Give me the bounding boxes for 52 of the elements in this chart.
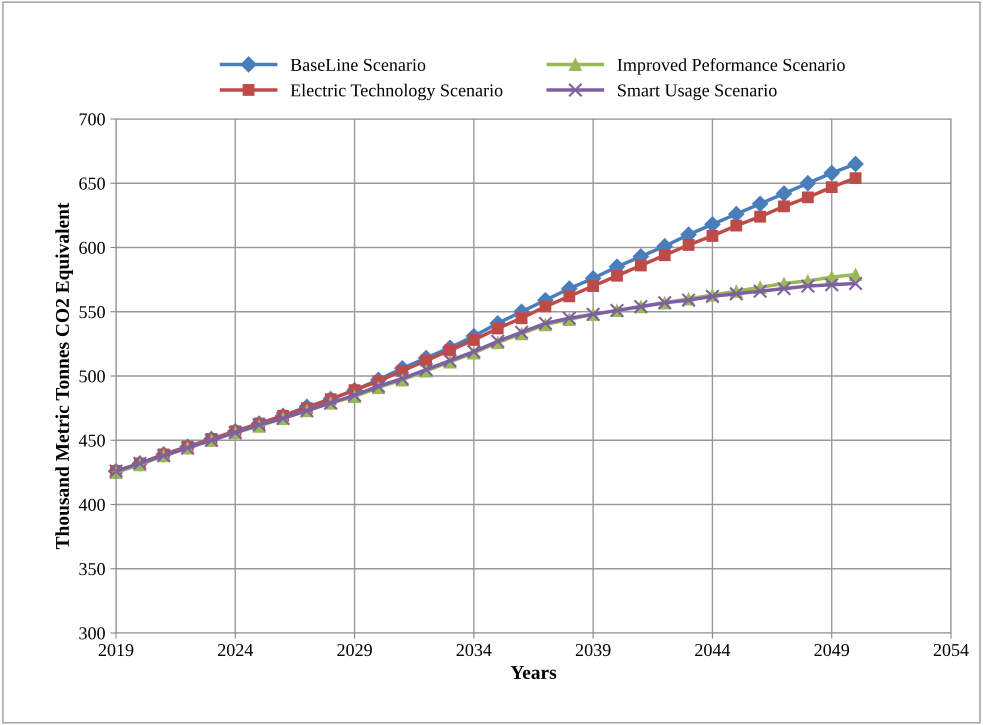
point: [611, 270, 623, 282]
legend-label: BaseLine Scenario: [290, 58, 426, 71]
x-tick-label: 2029: [337, 644, 372, 656]
x-tick-label: 2054: [934, 644, 969, 656]
point: [752, 284, 768, 298]
point: [850, 172, 862, 184]
y-tick-label: 300: [79, 627, 105, 640]
point: [468, 334, 480, 346]
x-tick-label: 2049: [814, 644, 850, 656]
point: [658, 249, 671, 262]
point: [540, 300, 552, 313]
x-tick-label: 2019: [98, 644, 134, 656]
point: [800, 175, 816, 192]
y-tick-label: 400: [78, 498, 105, 511]
x-tick-label: 2044: [695, 644, 730, 656]
x-axis-title: Years: [510, 666, 556, 680]
legend-label: Smart Usage Scenario: [618, 84, 777, 100]
point: [824, 164, 840, 182]
point: [730, 220, 742, 232]
y-tick-label: 500: [80, 370, 105, 382]
point: [776, 185, 792, 202]
y-axis-title: Thousand Metric Tonnes CO2 Equivalent: [55, 202, 73, 550]
point: [800, 278, 816, 294]
y-tick-label: 550: [80, 306, 105, 318]
y-tick-label: 600: [79, 242, 105, 254]
y-tick-label: 650: [79, 178, 105, 190]
point: [444, 344, 456, 356]
point: [847, 156, 864, 172]
point: [802, 191, 814, 204]
point: [634, 260, 647, 272]
point: [752, 196, 768, 212]
y-tick-label: 450: [78, 434, 105, 447]
point: [587, 280, 600, 292]
x-tick-label: 2024: [218, 644, 254, 656]
point: [754, 210, 766, 223]
point: [563, 290, 576, 302]
legend-label: Electric Technology Scenario: [290, 84, 502, 100]
point: [826, 181, 838, 194]
legend-label: Improved Peformance Scenario: [618, 58, 845, 75]
point: [516, 312, 528, 324]
y-tick-label: 700: [80, 113, 105, 126]
point: [728, 286, 744, 302]
point: [824, 277, 840, 292]
x-tick-label: 2039: [576, 644, 610, 656]
x-tick-label: 2034: [456, 644, 492, 656]
point: [848, 276, 863, 291]
point: [492, 322, 504, 334]
point: [778, 200, 790, 212]
point: [706, 230, 718, 242]
y-tick-label: 350: [79, 563, 105, 576]
point: [682, 239, 694, 251]
point: [776, 281, 792, 296]
